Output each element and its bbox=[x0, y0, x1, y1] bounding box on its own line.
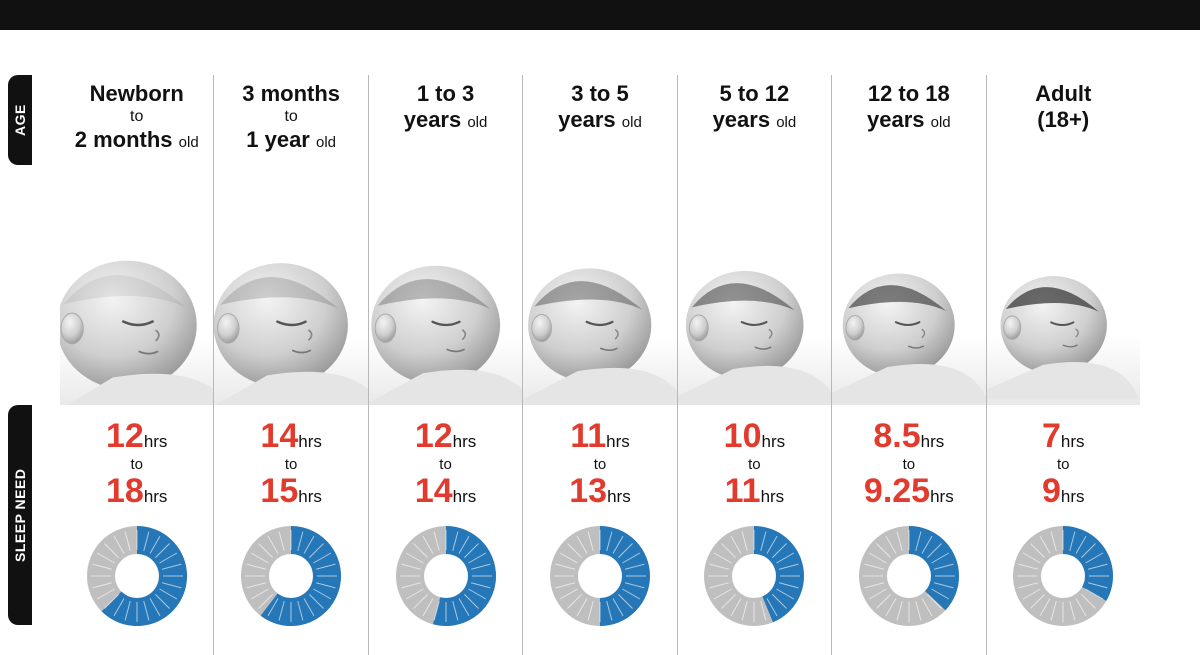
sleeping-photo bbox=[678, 175, 831, 405]
sleeping-photo bbox=[987, 175, 1140, 405]
age-label: 12 to 18 years old bbox=[832, 75, 985, 175]
sleep-need-label: 10hrs to 11hrs bbox=[678, 405, 831, 515]
sleeping-photo bbox=[60, 175, 213, 405]
sleep-need-label: 14hrs to 15hrs bbox=[214, 405, 367, 515]
sleep-donut-chart bbox=[523, 515, 676, 655]
age-column: 1 to 3 years old bbox=[369, 75, 523, 655]
sleep-need-tab: SLEEP NEED bbox=[8, 405, 32, 625]
sleeping-photo bbox=[214, 175, 367, 405]
sleep-donut-chart bbox=[60, 515, 213, 655]
age-column: 12 to 18 years old bbox=[832, 75, 986, 655]
sleep-need-label: 8.5hrs to 9.25hrs bbox=[832, 405, 985, 515]
age-label: 5 to 12 years old bbox=[678, 75, 831, 175]
sleeping-photo bbox=[832, 175, 985, 405]
age-column: 5 to 12 years old bbox=[678, 75, 832, 655]
columns-grid: Newborn to 2 months old bbox=[60, 75, 1140, 655]
content-area: AGE SLEEP NEED Newborn to 2 months old bbox=[60, 75, 1140, 655]
age-label: Adult (18+) bbox=[987, 75, 1140, 175]
age-label: 3 months to 1 year old bbox=[214, 75, 367, 175]
sleep-donut-chart bbox=[987, 515, 1140, 655]
age-column: 3 to 5 years old bbox=[523, 75, 677, 655]
sleep-donut-chart bbox=[214, 515, 367, 655]
age-label: 1 to 3 years old bbox=[369, 75, 522, 175]
age-label: Newborn to 2 months old bbox=[60, 75, 213, 175]
sleeping-photo bbox=[523, 175, 676, 405]
sleep-donut-chart bbox=[369, 515, 522, 655]
age-column: Adult (18+) bbox=[987, 75, 1140, 655]
sleep-need-label: 12hrs to 18hrs bbox=[60, 405, 213, 515]
age-column: Newborn to 2 months old bbox=[60, 75, 214, 655]
sleep-need-label: 11hrs to 13hrs bbox=[523, 405, 676, 515]
sleeping-photo bbox=[369, 175, 522, 405]
sleep-need-label: 12hrs to 14hrs bbox=[369, 405, 522, 515]
age-column: 3 months to 1 year old bbox=[214, 75, 368, 655]
top-black-bar bbox=[0, 0, 1200, 30]
age-label: 3 to 5 years old bbox=[523, 75, 676, 175]
sleep-need-label: 7hrs to 9hrs bbox=[987, 405, 1140, 515]
sleep-donut-chart bbox=[678, 515, 831, 655]
sleep-donut-chart bbox=[832, 515, 985, 655]
infographic-root: AGE SLEEP NEED Newborn to 2 months old bbox=[0, 0, 1200, 655]
age-tab: AGE bbox=[8, 75, 32, 165]
